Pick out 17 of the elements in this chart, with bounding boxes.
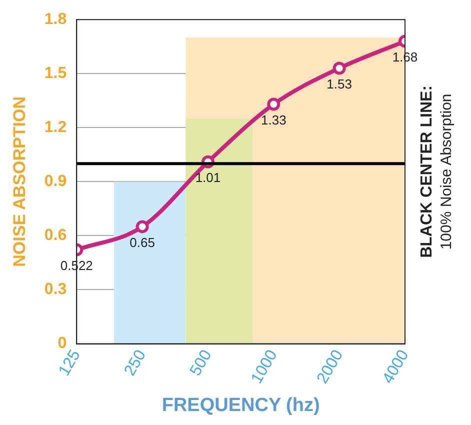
y-tick-label: 0.9: [44, 173, 67, 190]
x-tick-label: 250: [122, 347, 150, 379]
data-label: 0.65: [130, 234, 155, 250]
point: [267, 98, 280, 111]
text: BLACK CENTER LINE:: [418, 85, 436, 258]
x-axis-title: FREQUENCY (hz): [162, 394, 320, 416]
y-axis-title: NOISE ABSORPTION: [10, 96, 29, 267]
y-tick-label: 0.3: [44, 281, 67, 298]
x-tick-label: 500: [187, 347, 216, 379]
y-tick-label: 0.6: [44, 227, 67, 244]
y-tick-label: 1.8: [44, 11, 67, 28]
y-tick-label: 1.2: [44, 119, 67, 136]
text: 100% Noise Absorption: [438, 94, 456, 250]
y-tick-label: 1.5: [44, 65, 67, 82]
data-label: 1.53: [326, 76, 352, 92]
data-label: 1.01: [195, 170, 221, 185]
data-label: 1.33: [261, 112, 286, 128]
